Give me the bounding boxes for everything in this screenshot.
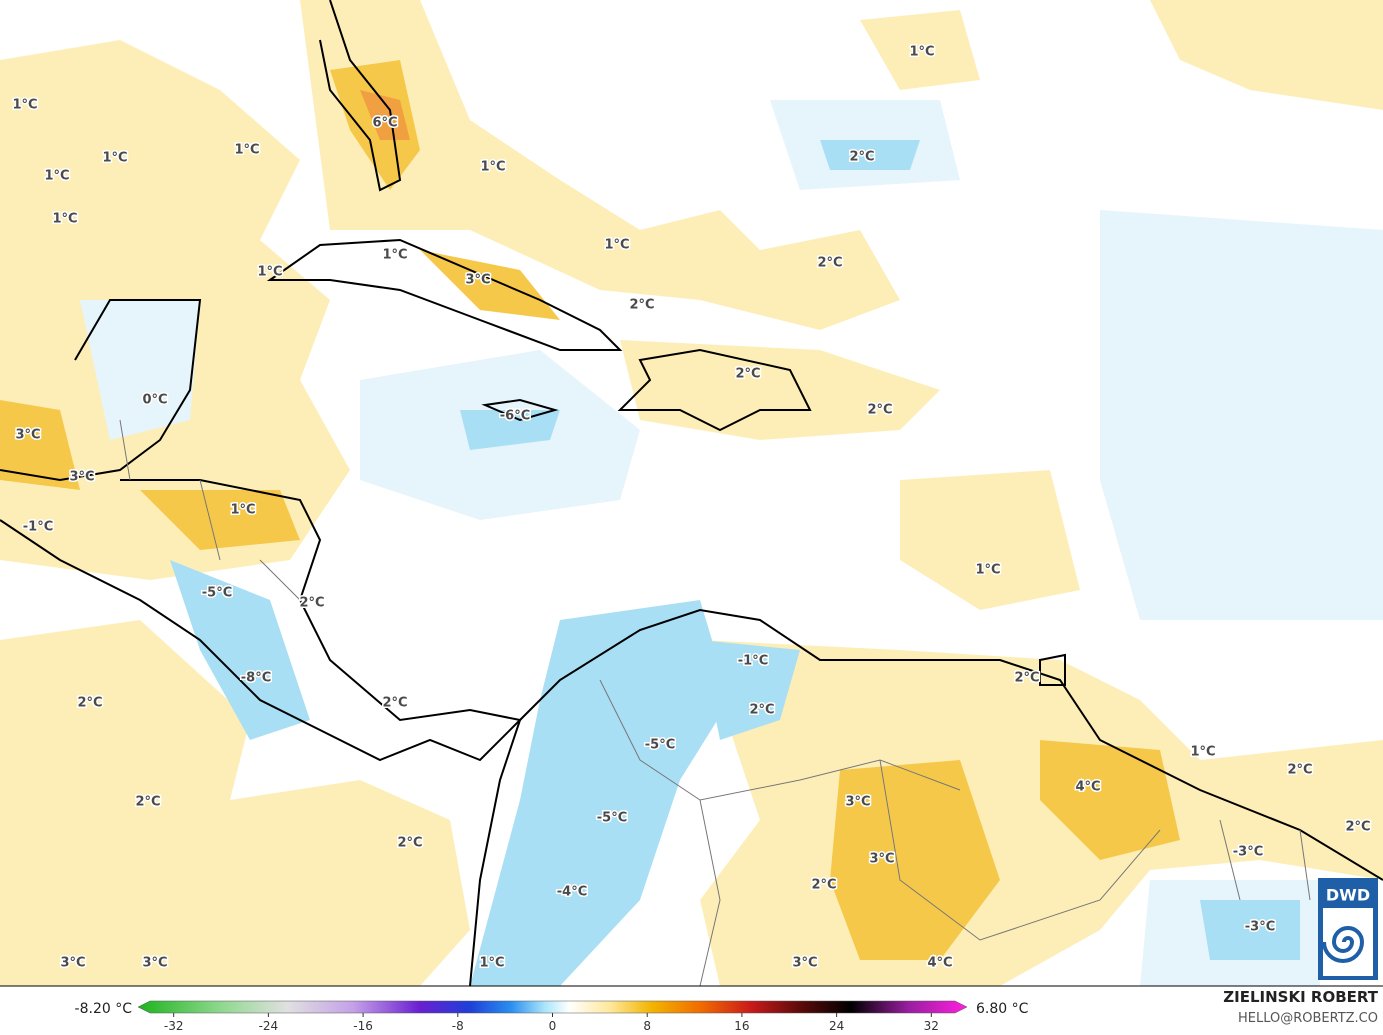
map-label: 3°C [465,273,490,288]
map-label: -5°C [202,586,232,601]
map-label: 2°C [299,596,324,611]
map-label: 2°C [1345,820,1370,835]
dwd-logo: DWD [1318,878,1378,980]
map-label: 2°C [749,703,774,718]
map-label: 3°C [869,852,894,867]
hot-spot [360,90,410,140]
map-label: -5°C [645,738,675,753]
map-label: -3°C [1233,845,1263,860]
cold-anomaly [170,140,1300,986]
colorbar-tick-label: 32 [924,1019,939,1033]
colorbar-tick-label: -32 [164,1019,184,1033]
colorbar-tick-label: -24 [259,1019,279,1033]
colorbar-max: 6.80 °C [976,1001,1029,1017]
warm-anomaly [0,0,1383,986]
map-label: 1°C [975,563,1000,578]
map-label: -1°C [23,520,53,535]
contact: HELLO@ROBERTZ.CO [1238,1011,1378,1026]
map-label: -6°C [500,409,530,424]
map-label: 1°C [234,143,259,158]
map [0,0,1383,987]
borders [119,419,1311,987]
logo-text: DWD [1326,886,1370,905]
map-label: -8°C [241,671,271,686]
coastline [0,0,1383,987]
map-label: 2°C [397,836,422,851]
map-label: 1°C [44,169,69,184]
map-label: 3°C [845,795,870,810]
map-label: 2°C [629,298,654,313]
colorbar-tick-label: 16 [734,1019,749,1033]
map-label: 1°C [480,160,505,175]
strong-warm-anomaly [0,60,1180,960]
map-label: 3°C [792,956,817,971]
map-label: 2°C [1014,671,1039,686]
cool-anomaly [80,100,1383,986]
map-label: 3°C [69,470,94,485]
map-label: 2°C [1287,763,1312,778]
map-label: 2°C [849,150,874,165]
map-label: 2°C [382,696,407,711]
map-label: 1°C [12,98,37,113]
map-label: 6°C [372,116,397,131]
colorbar-min: -8.20 °C [75,1001,133,1017]
map-label: 1°C [382,248,407,263]
map-label: 2°C [811,878,836,893]
map-label: 1°C [479,956,504,971]
map-label: -5°C [597,811,627,826]
colorbar-scale [137,1000,968,1014]
colorbar-tick-label: -8 [452,1019,464,1033]
map-label: 1°C [102,151,127,166]
map-label: 2°C [817,256,842,271]
map-label: 3°C [15,428,40,443]
map-label: 1°C [1190,745,1215,760]
colorbar-tick-label: 24 [829,1019,844,1033]
colorbar-tick-label: 8 [643,1019,651,1033]
colorbar: -8.20 °C 6.80 °C -32 -24 -16 -8 0 8 16 24 32 [75,1000,1029,1033]
map-label: -3°C [1245,920,1275,935]
author: ZIELINSKI ROBERT [1223,988,1378,1006]
logo-swirl [1322,926,1365,963]
logo-panel [1323,908,1373,976]
map-label: 0°C [142,393,167,408]
map-label: 3°C [60,956,85,971]
map-label: 1°C [604,238,629,253]
map-label: 2°C [867,403,892,418]
map-label: 3°C [142,956,167,971]
map-label: 2°C [735,367,760,382]
map-label: 2°C [77,696,102,711]
colorbar-tick-label: -16 [353,1019,373,1033]
map-label: 1°C [52,212,77,227]
map-label: 4°C [1075,780,1100,795]
map-label: 2°C [135,795,160,810]
map-label: 4°C [927,956,952,971]
colorbar-tick-label: 0 [549,1019,557,1033]
map-label: 1°C [257,265,282,280]
map-label: -4°C [557,885,587,900]
map-label: 1°C [230,503,255,518]
map-labels: 1°C 1°C 1°C 1°C 1°C 6°C 1°C 1°C 2°C 1°C 1°C 3°C 1°C 2… [11,43,1372,972]
map-label: 1°C [909,45,934,60]
map-label: -1°C [738,654,768,669]
